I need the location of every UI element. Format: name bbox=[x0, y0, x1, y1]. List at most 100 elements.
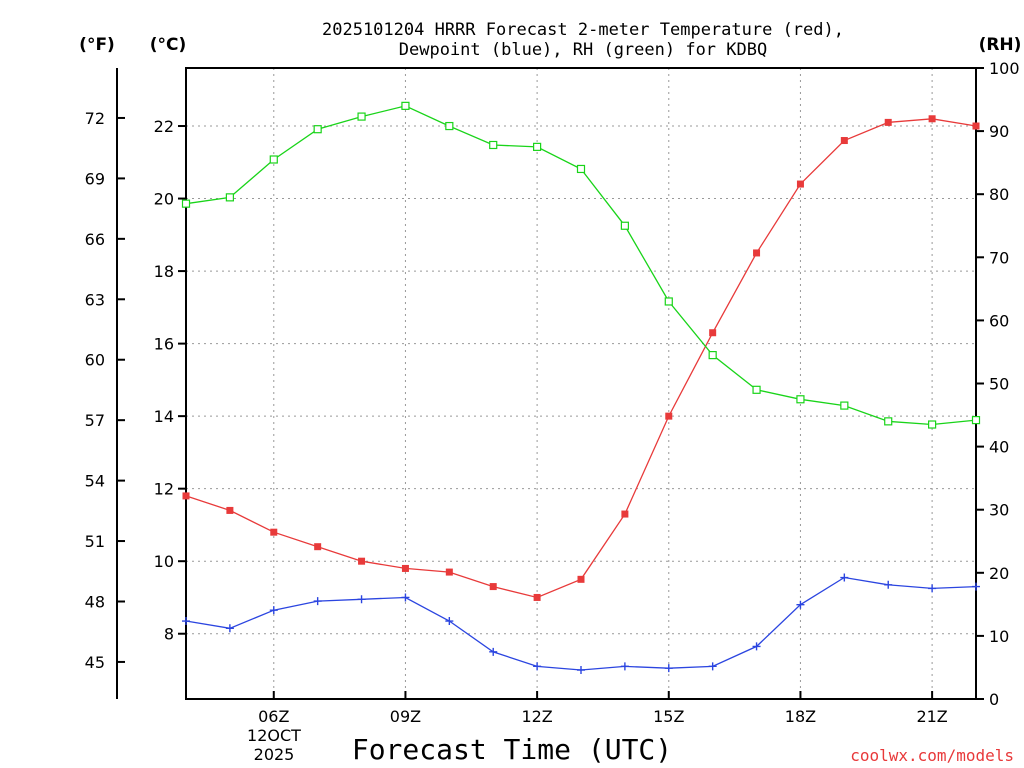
dewpoint-point bbox=[664, 664, 673, 673]
temperature-point bbox=[314, 543, 322, 551]
rh-point bbox=[357, 112, 366, 121]
x-tick-label: 09Z bbox=[390, 707, 421, 726]
dewpoint-point bbox=[884, 580, 893, 589]
rh-point bbox=[752, 385, 761, 394]
credit-text: coolwx.com/models bbox=[850, 746, 1014, 765]
celsius-tick-label: 12 bbox=[154, 480, 174, 499]
x-tick-label: 15Z bbox=[653, 707, 684, 726]
temperature-point bbox=[972, 122, 980, 130]
fahrenheit-tick-label: 60 bbox=[85, 351, 105, 370]
dewpoint-point bbox=[401, 593, 410, 602]
rh-unit-label: (RH) bbox=[979, 35, 1022, 55]
dewpoint-point bbox=[313, 597, 322, 606]
dewpoint-point bbox=[708, 662, 717, 671]
rh-point bbox=[533, 142, 542, 151]
fahrenheit-tick-label: 48 bbox=[85, 592, 105, 611]
rh-point bbox=[840, 401, 849, 410]
fahrenheit-tick-label: 63 bbox=[85, 290, 105, 309]
dewpoint-point bbox=[533, 662, 542, 671]
rh-point bbox=[269, 155, 278, 164]
rh-tick-label: 0 bbox=[989, 690, 999, 709]
rh-point bbox=[576, 164, 586, 174]
celsius-tick-label: 10 bbox=[154, 552, 174, 571]
celsius-unit-label: (°C) bbox=[150, 35, 187, 55]
temperature-line bbox=[185, 118, 977, 599]
dewpoint-point bbox=[752, 642, 761, 651]
dewpoint-point bbox=[489, 647, 498, 656]
temperature-point bbox=[840, 137, 848, 145]
rh-tick-label: 50 bbox=[989, 375, 1009, 394]
temperature-point bbox=[270, 528, 278, 536]
temperature-point bbox=[182, 492, 190, 500]
temperature-point bbox=[533, 593, 541, 601]
fahrenheit-tick-label: 69 bbox=[85, 169, 105, 188]
fahrenheit-tick-label: 72 bbox=[85, 109, 105, 128]
temperature-point bbox=[226, 506, 234, 514]
temperature-point bbox=[753, 249, 761, 257]
rh-point bbox=[928, 420, 937, 429]
rh-point bbox=[445, 121, 454, 131]
rh-point bbox=[620, 221, 629, 230]
date-label-day: 12OCT bbox=[247, 726, 301, 745]
fahrenheit-unit-label: (°F) bbox=[79, 35, 115, 55]
celsius-tick-label: 14 bbox=[154, 407, 174, 426]
rh-point bbox=[225, 193, 234, 202]
tick-labels: 8 10 12 14 16 18 20 22 45 48 51 54 57 60 63 66 69 72 0 10 20… bbox=[85, 59, 1020, 726]
rh-point bbox=[181, 199, 191, 208]
dewpoint-point bbox=[269, 606, 278, 615]
axes bbox=[116, 67, 984, 700]
temperature-point bbox=[709, 329, 717, 337]
rh-tick-label: 100 bbox=[989, 59, 1020, 78]
fahrenheit-tick-label: 45 bbox=[85, 653, 105, 672]
temperature-point bbox=[358, 557, 366, 565]
dewpoint-point bbox=[182, 617, 190, 626]
rh-tick-label: 20 bbox=[989, 564, 1009, 583]
temperature-point bbox=[796, 180, 804, 188]
rh-tick-label: 80 bbox=[989, 185, 1009, 204]
temperature-point bbox=[621, 510, 629, 518]
rh-tick-label: 30 bbox=[989, 501, 1009, 520]
dewpoint-point bbox=[840, 573, 849, 582]
celsius-tick-label: 8 bbox=[164, 625, 174, 644]
dewpoint-point bbox=[972, 582, 980, 591]
rh-point bbox=[971, 415, 981, 425]
rh-tick-label: 10 bbox=[989, 627, 1009, 646]
fahrenheit-tick-label: 57 bbox=[85, 411, 105, 430]
rh-tick-label: 60 bbox=[989, 311, 1009, 330]
date-label-year: 2025 bbox=[254, 745, 295, 764]
rh-tick-label: 40 bbox=[989, 438, 1009, 457]
dewpoint-point bbox=[577, 665, 585, 674]
fahrenheit-tick-label: 51 bbox=[85, 532, 105, 551]
x-tick-label: 18Z bbox=[785, 707, 816, 726]
dewpoint-point bbox=[620, 662, 629, 671]
rh-tick-label: 70 bbox=[989, 248, 1009, 267]
dewpoint-point bbox=[225, 624, 234, 633]
rh-point bbox=[708, 351, 717, 360]
rh-point bbox=[884, 417, 893, 426]
rh-point bbox=[664, 297, 673, 306]
temperature-point bbox=[577, 575, 585, 583]
celsius-tick-label: 18 bbox=[154, 262, 174, 281]
chart-title-line-2: Dewpoint (blue), RH (green) for KDBQ bbox=[399, 40, 767, 60]
series-lines bbox=[181, 101, 981, 674]
dewpoint-point bbox=[796, 600, 805, 609]
rh-tick-label: 90 bbox=[989, 122, 1009, 141]
celsius-tick-label: 16 bbox=[154, 335, 174, 354]
temperature-point bbox=[884, 118, 892, 126]
dewpoint-point bbox=[928, 584, 937, 593]
dewpoint-point bbox=[445, 617, 454, 626]
celsius-tick-label: 20 bbox=[154, 190, 174, 209]
fahrenheit-tick-label: 66 bbox=[85, 230, 105, 249]
temperature-point bbox=[928, 115, 936, 123]
rh-line bbox=[185, 105, 977, 426]
x-tick-label: 12Z bbox=[521, 707, 552, 726]
dewpoint-line bbox=[185, 576, 977, 671]
chart-title-line-1: 2025101204 HRRR Forecast 2-meter Tempera… bbox=[322, 20, 844, 40]
rh-point bbox=[489, 140, 498, 150]
rh-point bbox=[401, 101, 410, 110]
x-tick-label: 21Z bbox=[916, 707, 947, 726]
temperature-point bbox=[665, 412, 673, 420]
rh-point bbox=[313, 125, 322, 134]
temperature-point bbox=[489, 583, 497, 591]
